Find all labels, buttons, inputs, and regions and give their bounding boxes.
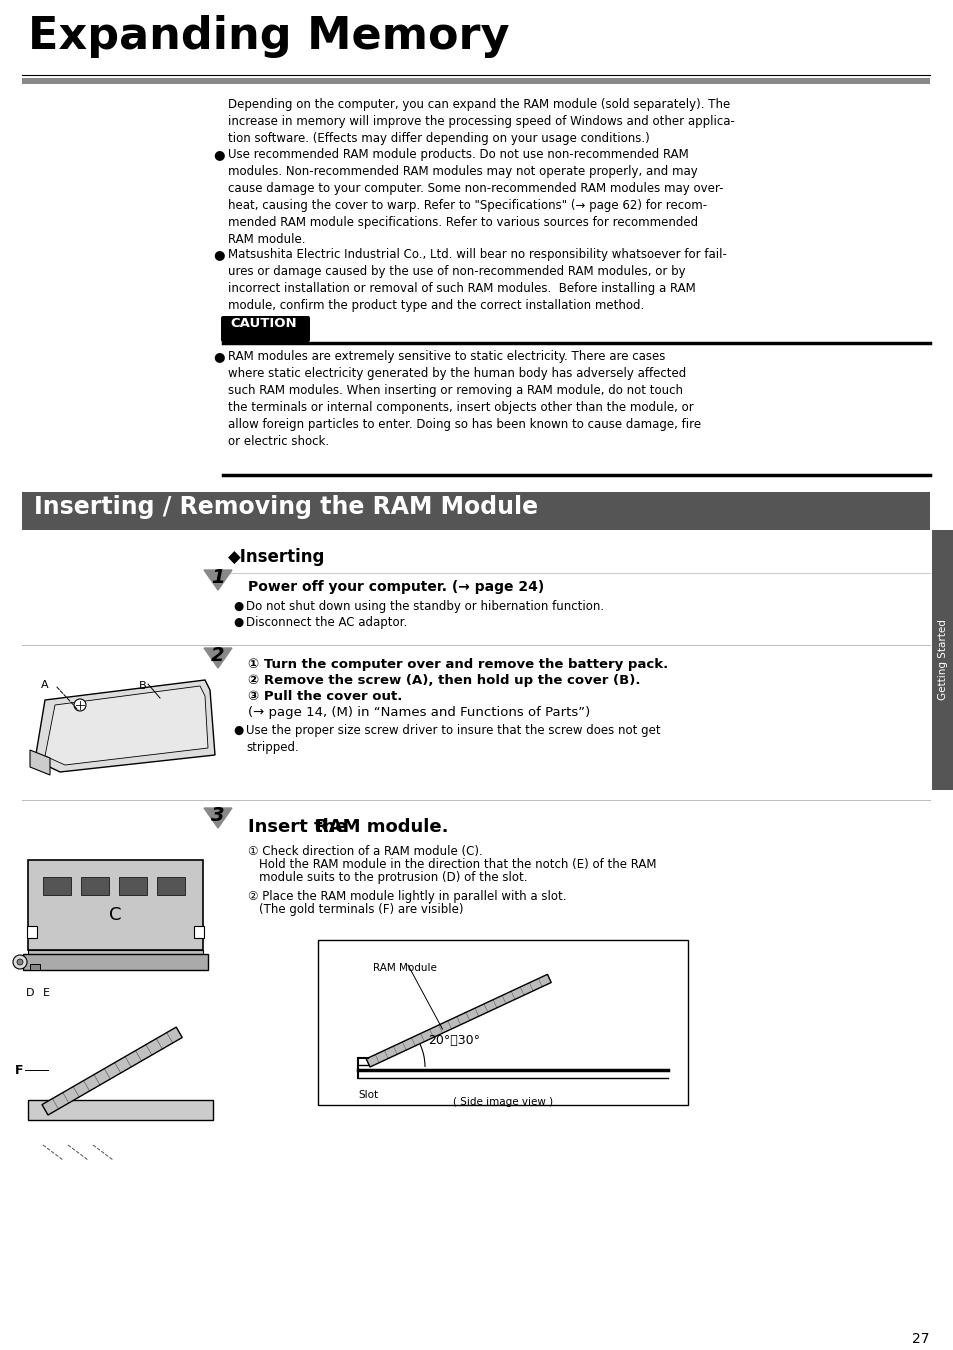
Bar xyxy=(931,531,953,790)
Polygon shape xyxy=(35,680,214,772)
Text: (The gold terminals (F) are visible): (The gold terminals (F) are visible) xyxy=(258,903,463,917)
Text: 20°～30°: 20°～30° xyxy=(428,1034,479,1046)
Text: 3: 3 xyxy=(211,806,225,825)
Text: Inserting / Removing the RAM Module: Inserting / Removing the RAM Module xyxy=(34,495,537,518)
Text: Use recommended RAM module products. Do not use non-recommended RAM
modules. Non: Use recommended RAM module products. Do … xyxy=(228,148,722,246)
Text: RAM modules are extremely sensitive to static electricity. There are cases
where: RAM modules are extremely sensitive to s… xyxy=(228,350,700,448)
Text: C: C xyxy=(110,906,122,923)
Text: Matsushita Electric Industrial Co., Ltd. will bear no responsibility whatsoever : Matsushita Electric Industrial Co., Ltd.… xyxy=(228,248,726,312)
Text: Getting Started: Getting Started xyxy=(937,620,947,701)
Circle shape xyxy=(13,954,27,969)
Polygon shape xyxy=(204,648,232,668)
Text: Hold the RAM module in the direction that the notch (E) of the RAM: Hold the RAM module in the direction tha… xyxy=(258,859,656,871)
Text: D: D xyxy=(26,988,34,998)
Polygon shape xyxy=(45,686,208,765)
Text: Disconnect the AC adaptor.: Disconnect the AC adaptor. xyxy=(246,616,407,629)
Text: RAM module.: RAM module. xyxy=(314,818,448,836)
Bar xyxy=(30,964,40,971)
Circle shape xyxy=(74,699,86,711)
Text: ●: ● xyxy=(213,350,224,363)
Bar xyxy=(28,860,203,950)
Bar xyxy=(193,926,204,938)
Text: ●: ● xyxy=(233,616,243,629)
Text: ③ Pull the cover out.: ③ Pull the cover out. xyxy=(248,690,402,703)
Text: CAUTION: CAUTION xyxy=(230,317,296,329)
Text: ( Side image view ): ( Side image view ) xyxy=(453,1098,553,1107)
Bar xyxy=(81,878,109,895)
Text: 1: 1 xyxy=(211,568,225,587)
Text: ●: ● xyxy=(233,724,243,737)
Text: RAM Module: RAM Module xyxy=(373,963,436,973)
Text: ② Remove the screw (A), then hold up the cover (B).: ② Remove the screw (A), then hold up the… xyxy=(248,674,639,687)
Text: Slot: Slot xyxy=(357,1089,377,1100)
Text: Insert the: Insert the xyxy=(248,818,354,836)
Text: Use the proper size screw driver to insure that the screw does not get
stripped.: Use the proper size screw driver to insu… xyxy=(246,724,659,753)
Bar xyxy=(28,950,203,958)
Bar xyxy=(27,926,37,938)
Text: Expanding Memory: Expanding Memory xyxy=(28,15,509,58)
Bar xyxy=(119,878,147,895)
Text: ② Place the RAM module lightly in parallel with a slot.: ② Place the RAM module lightly in parall… xyxy=(248,890,566,903)
Text: E: E xyxy=(43,988,50,998)
Text: Power off your computer. (→ page 24): Power off your computer. (→ page 24) xyxy=(248,580,543,594)
Text: F: F xyxy=(14,1064,23,1076)
Polygon shape xyxy=(30,751,50,775)
Text: Depending on the computer, you can expand the RAM module (sold separately). The
: Depending on the computer, you can expan… xyxy=(228,99,734,144)
FancyBboxPatch shape xyxy=(221,316,310,342)
Bar xyxy=(23,954,208,971)
Text: module suits to the protrusion (D) of the slot.: module suits to the protrusion (D) of th… xyxy=(258,871,527,884)
Bar xyxy=(43,878,71,895)
Circle shape xyxy=(17,958,23,965)
Polygon shape xyxy=(204,809,232,828)
Polygon shape xyxy=(366,975,551,1066)
Bar xyxy=(28,1100,213,1120)
Polygon shape xyxy=(42,1027,182,1115)
Bar xyxy=(22,78,929,84)
Text: 2: 2 xyxy=(211,647,225,666)
Text: ●: ● xyxy=(233,599,243,613)
Text: 27: 27 xyxy=(911,1332,929,1346)
Text: A: A xyxy=(41,680,49,690)
Text: B: B xyxy=(139,680,147,691)
Bar xyxy=(317,940,687,1106)
Text: ① Check direction of a RAM module (C).: ① Check direction of a RAM module (C). xyxy=(248,845,482,859)
Text: ◆Inserting: ◆Inserting xyxy=(228,548,325,566)
Text: ① Turn the computer over and remove the battery pack.: ① Turn the computer over and remove the … xyxy=(248,657,667,671)
Polygon shape xyxy=(204,570,232,590)
Text: ●: ● xyxy=(213,148,224,161)
Text: ●: ● xyxy=(213,248,224,261)
Bar xyxy=(157,878,185,895)
Text: (→ page 14, (M) in “Names and Functions of Parts”): (→ page 14, (M) in “Names and Functions … xyxy=(248,706,590,720)
Text: Do not shut down using the standby or hibernation function.: Do not shut down using the standby or hi… xyxy=(246,599,603,613)
Bar xyxy=(22,491,929,531)
